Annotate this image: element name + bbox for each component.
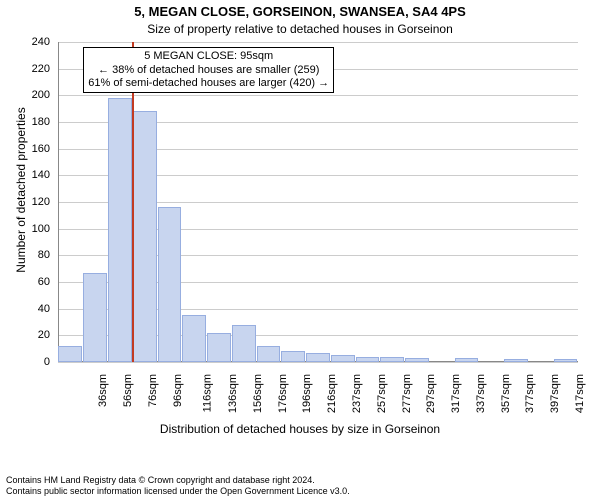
x-tick-label: 196sqm bbox=[302, 374, 314, 413]
y-tick-label: 120 bbox=[32, 196, 50, 208]
x-tick-label: 36sqm bbox=[97, 374, 109, 407]
x-tick-label: 397sqm bbox=[549, 374, 561, 413]
histogram-bar bbox=[182, 315, 206, 362]
y-tick-label: 0 bbox=[44, 356, 50, 368]
x-tick-label: 377sqm bbox=[524, 374, 536, 413]
x-tick-label: 357sqm bbox=[500, 374, 512, 413]
histogram-bar bbox=[58, 346, 82, 362]
y-tick-label: 20 bbox=[38, 329, 50, 341]
x-tick-label: 417sqm bbox=[574, 374, 586, 413]
histogram-bar bbox=[108, 98, 132, 362]
histogram-bar bbox=[158, 207, 182, 362]
chart-container: 5, MEGAN CLOSE, GORSEINON, SWANSEA, SA4 … bbox=[0, 0, 600, 500]
y-tick-label: 160 bbox=[32, 143, 50, 155]
gridline bbox=[58, 42, 578, 43]
annotation-line: ← 38% of detached houses are smaller (25… bbox=[88, 64, 329, 77]
x-tick-label: 136sqm bbox=[227, 374, 239, 413]
y-tick-label: 200 bbox=[32, 89, 50, 101]
histogram-bar bbox=[504, 359, 528, 362]
annotation-line: 61% of semi-detached houses are larger (… bbox=[88, 77, 329, 90]
histogram-bar bbox=[455, 358, 479, 362]
y-tick-label: 140 bbox=[32, 169, 50, 181]
x-tick-label: 277sqm bbox=[401, 374, 413, 413]
x-tick-label: 257sqm bbox=[376, 374, 388, 413]
x-tick-label: 56sqm bbox=[122, 374, 134, 407]
histogram-bar bbox=[380, 357, 404, 362]
plot-area: 02040608010012014016018020022024036sqm56… bbox=[58, 42, 578, 362]
license-text: Contains HM Land Registry data © Crown c… bbox=[6, 475, 350, 497]
x-tick-label: 337sqm bbox=[475, 374, 487, 413]
y-tick-label: 80 bbox=[38, 249, 50, 261]
chart-subtitle: Size of property relative to detached ho… bbox=[0, 22, 600, 36]
y-axis-line bbox=[58, 42, 59, 362]
license-line-1: Contains HM Land Registry data © Crown c… bbox=[6, 475, 350, 486]
histogram-bar bbox=[356, 357, 380, 362]
x-tick-label: 317sqm bbox=[450, 374, 462, 413]
histogram-bar bbox=[232, 325, 256, 362]
x-tick-label: 76sqm bbox=[147, 374, 159, 407]
chart-title: 5, MEGAN CLOSE, GORSEINON, SWANSEA, SA4 … bbox=[0, 4, 600, 19]
x-tick-label: 156sqm bbox=[252, 374, 264, 413]
y-axis-label: Number of detached properties bbox=[14, 50, 28, 330]
y-tick-label: 60 bbox=[38, 276, 50, 288]
x-axis-label: Distribution of detached houses by size … bbox=[0, 422, 600, 436]
annotation-line: 5 MEGAN CLOSE: 95sqm bbox=[88, 50, 329, 63]
histogram-bar bbox=[281, 351, 305, 362]
gridline bbox=[58, 362, 578, 363]
license-line-2: Contains public sector information licen… bbox=[6, 486, 350, 497]
x-tick-label: 297sqm bbox=[425, 374, 437, 413]
histogram-bar bbox=[83, 273, 107, 362]
x-tick-label: 116sqm bbox=[202, 374, 214, 412]
y-tick-label: 240 bbox=[32, 36, 50, 48]
y-tick-label: 100 bbox=[32, 223, 50, 235]
x-tick-label: 96sqm bbox=[172, 374, 184, 407]
gridline bbox=[58, 95, 578, 96]
histogram-bar bbox=[207, 333, 231, 362]
x-tick-label: 176sqm bbox=[277, 374, 289, 413]
y-tick-label: 180 bbox=[32, 116, 50, 128]
histogram-bar bbox=[257, 346, 281, 362]
histogram-bar bbox=[554, 359, 578, 362]
x-tick-label: 237sqm bbox=[351, 374, 363, 413]
histogram-bar bbox=[133, 111, 157, 362]
histogram-bar bbox=[331, 355, 355, 362]
histogram-bar bbox=[306, 353, 330, 362]
x-tick-label: 216sqm bbox=[326, 374, 338, 413]
histogram-bar bbox=[405, 358, 429, 362]
y-tick-label: 40 bbox=[38, 303, 50, 315]
annotation-box: 5 MEGAN CLOSE: 95sqm← 38% of detached ho… bbox=[83, 47, 334, 93]
y-tick-label: 220 bbox=[32, 63, 50, 75]
